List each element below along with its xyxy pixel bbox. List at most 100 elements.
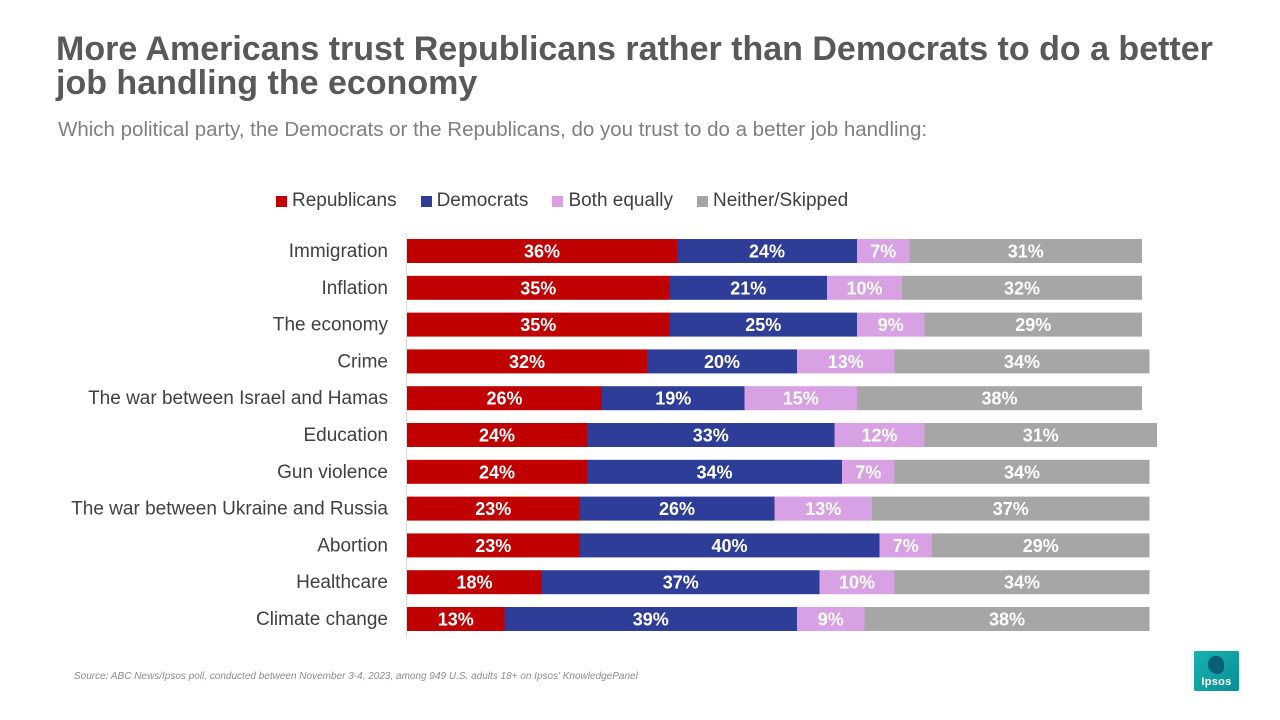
bar-abortion-republicans	[407, 533, 580, 558]
bar-inflation-both-equally	[827, 275, 902, 300]
legend-swatch-both-equally	[552, 195, 564, 207]
bar-inflation-neither-skipped	[902, 275, 1142, 300]
bar-healthcare-democrats	[542, 570, 820, 595]
data-label-education-republicans: 24%	[479, 426, 515, 446]
bar-education-democrats	[587, 423, 835, 447]
category-label-the-war-between-ukraine-and-russia: The war between Ukraine and Russia	[71, 499, 388, 520]
bar-climate-change-neither-skipped	[864, 607, 1150, 631]
bar-the-war-between-ukraine-and-russia-both-equally	[774, 496, 872, 521]
data-label-the-war-between-ukraine-and-russia-republicans: 23%	[475, 499, 511, 519]
data-label-climate-change-republicans: 13%	[438, 610, 474, 630]
ipsos-logo: Ipsos	[1194, 651, 1239, 691]
bar-the-economy-democrats	[669, 312, 857, 337]
bar-the-economy-neither-skipped	[924, 312, 1142, 337]
data-label-the-economy-both-equally: 9%	[878, 315, 904, 335]
data-label-healthcare-democrats: 37%	[663, 573, 699, 593]
data-label-inflation-both-equally: 10%	[846, 278, 882, 298]
legend-label-republicans: Republicans	[292, 190, 397, 211]
legend-swatch-republicans	[276, 195, 287, 207]
bar-education-neither-skipped	[924, 423, 1157, 447]
data-label-crime-republicans: 32%	[509, 352, 545, 372]
legend-label-neither-skipped: Neither/Skipped	[713, 190, 849, 211]
legend-swatch-neither-skipped	[697, 195, 709, 207]
bar-crime-both-equally	[797, 349, 895, 374]
bar-the-war-between-ukraine-and-russia-neither-skipped	[872, 496, 1150, 521]
data-label-healthcare-neither-skipped: 34%	[1004, 573, 1040, 593]
data-label-climate-change-neither-skipped: 38%	[989, 610, 1025, 630]
bar-crime-republicans	[407, 349, 647, 374]
bar-climate-change-democrats	[504, 607, 797, 631]
legend-item-republicans: Republicans	[276, 190, 397, 212]
chart-legend: Republicans Democrats Both equally Neith…	[276, 190, 872, 212]
bar-healthcare-neither-skipped	[894, 570, 1150, 595]
bar-gun-violence-neither-skipped	[894, 459, 1150, 484]
data-label-inflation-republicans: 35%	[520, 278, 556, 298]
bar-gun-violence-republicans	[407, 459, 587, 484]
category-label-education: Education	[303, 425, 388, 446]
legend-label-both-equally: Both equally	[568, 190, 674, 211]
bar-abortion-both-equally	[879, 533, 932, 558]
bar-inflation-democrats	[669, 275, 827, 300]
data-label-the-war-between-israel-and-hamas-neither-skipped: 38%	[981, 389, 1017, 409]
bar-crime-democrats	[647, 349, 797, 374]
bar-gun-violence-both-equally	[842, 459, 895, 484]
category-label-immigration: Immigration	[289, 241, 388, 262]
data-label-gun-violence-democrats: 34%	[696, 462, 732, 482]
bar-crime-neither-skipped	[894, 349, 1150, 374]
bar-the-economy-republicans	[407, 312, 670, 337]
bar-education-republicans	[407, 423, 587, 447]
data-label-gun-violence-neither-skipped: 34%	[1004, 462, 1040, 482]
data-label-abortion-both-equally: 7%	[893, 536, 919, 556]
category-label-inflation: Inflation	[321, 278, 388, 299]
legend-item-both-equally: Both equally	[552, 190, 673, 212]
data-label-the-economy-democrats: 25%	[745, 315, 781, 335]
bar-climate-change-both-equally	[797, 607, 865, 631]
bar-immigration-neither-skipped	[909, 239, 1142, 263]
data-label-climate-change-both-equally: 9%	[818, 610, 844, 630]
bar-the-war-between-israel-and-hamas-neither-skipped	[857, 386, 1142, 411]
bar-education-both-equally	[834, 423, 925, 447]
bar-healthcare-both-equally	[819, 570, 895, 595]
data-label-education-neither-skipped: 31%	[1023, 426, 1059, 446]
data-label-the-war-between-ukraine-and-russia-neither-skipped: 37%	[993, 499, 1029, 519]
category-label-gun-violence: Gun violence	[277, 462, 388, 483]
category-label-the-economy: The economy	[273, 315, 389, 336]
data-label-education-democrats: 33%	[693, 426, 729, 446]
bar-gun-violence-democrats	[587, 459, 842, 484]
data-label-crime-neither-skipped: 34%	[1004, 352, 1040, 372]
data-label-abortion-republicans: 23%	[475, 536, 511, 556]
data-label-healthcare-both-equally: 10%	[839, 573, 875, 593]
source-note: Source: ABC News/Ipsos poll, conducted b…	[74, 671, 638, 682]
chart-subtitle: Which political party, the Democrats or …	[58, 118, 928, 141]
legend-item-neither-skipped: Neither/Skipped	[697, 190, 848, 212]
data-label-abortion-neither-skipped: 29%	[1023, 536, 1059, 556]
data-label-healthcare-republicans: 18%	[456, 573, 492, 593]
bar-the-war-between-ukraine-and-russia-republicans	[407, 496, 580, 521]
data-label-crime-both-equally: 13%	[828, 352, 864, 372]
data-label-education-both-equally: 12%	[861, 426, 897, 446]
bar-abortion-neither-skipped	[932, 533, 1150, 558]
bar-immigration-both-equally	[857, 239, 910, 263]
category-label-abortion: Abortion	[317, 535, 388, 556]
bar-the-economy-both-equally	[857, 312, 925, 337]
data-label-gun-violence-both-equally: 7%	[855, 462, 881, 482]
bar-abortion-democrats	[579, 533, 880, 558]
data-label-the-war-between-ukraine-and-russia-democrats: 26%	[659, 499, 695, 519]
data-label-gun-violence-republicans: 24%	[479, 462, 515, 482]
legend-item-democrats: Democrats	[420, 190, 529, 212]
legend-label-democrats: Democrats	[436, 190, 529, 211]
data-label-immigration-neither-skipped: 31%	[1008, 242, 1044, 262]
data-label-crime-democrats: 20%	[704, 352, 740, 372]
data-label-the-economy-republicans: 35%	[520, 315, 556, 335]
data-label-immigration-both-equally: 7%	[870, 242, 896, 262]
bar-the-war-between-israel-and-hamas-both-equally	[744, 386, 857, 411]
bar-inflation-republicans	[407, 275, 670, 300]
data-label-the-economy-neither-skipped: 29%	[1015, 315, 1051, 335]
data-label-the-war-between-israel-and-hamas-democrats: 19%	[655, 389, 691, 409]
bar-the-war-between-ukraine-and-russia-democrats	[579, 496, 775, 521]
data-label-climate-change-democrats: 39%	[633, 610, 669, 630]
data-label-inflation-democrats: 21%	[730, 278, 766, 298]
bar-climate-change-republicans	[407, 607, 505, 631]
category-label-the-war-between-israel-and-hamas: The war between Israel and Hamas	[88, 388, 388, 409]
bar-the-war-between-israel-and-hamas-republicans	[407, 386, 602, 411]
